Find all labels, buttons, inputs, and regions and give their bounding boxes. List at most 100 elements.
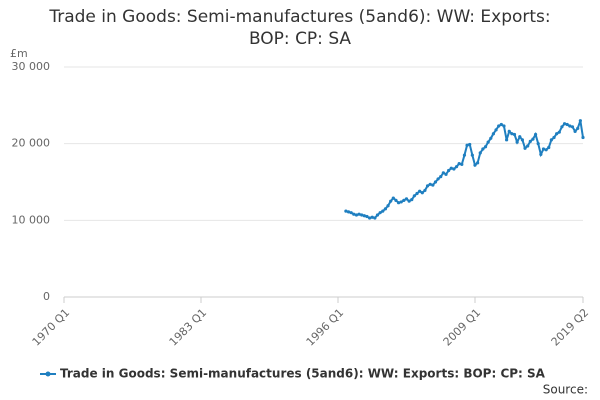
data-point xyxy=(378,211,382,215)
data-point xyxy=(478,151,482,155)
data-point xyxy=(457,162,461,166)
data-point xyxy=(483,145,488,149)
data-point xyxy=(404,197,409,201)
data-point xyxy=(399,200,403,204)
y-tick-label: 0 xyxy=(43,290,50,303)
data-point xyxy=(494,128,498,132)
data-point xyxy=(454,165,459,169)
data-point xyxy=(481,147,485,151)
data-point xyxy=(431,183,435,187)
data-point xyxy=(415,191,419,196)
data-point xyxy=(462,153,467,157)
data-point xyxy=(555,132,559,136)
data-point xyxy=(362,214,366,218)
data-point xyxy=(344,209,348,213)
data-point xyxy=(407,199,411,203)
data-point xyxy=(468,142,472,147)
data-point xyxy=(357,212,361,216)
y-axis-label: £m xyxy=(10,47,28,60)
x-tick-label: 1970 Q1 xyxy=(30,306,73,349)
data-point xyxy=(402,198,406,202)
data-point xyxy=(370,215,374,219)
data-point xyxy=(449,166,453,170)
y-tick-label: 10 000 xyxy=(12,213,51,226)
data-point xyxy=(549,138,553,142)
data-point xyxy=(410,198,414,202)
data-point xyxy=(528,139,532,143)
data-point xyxy=(489,136,493,140)
data-point xyxy=(502,124,506,128)
data-point xyxy=(552,135,556,140)
series-line xyxy=(345,120,584,220)
data-point xyxy=(360,213,364,217)
data-point xyxy=(520,138,525,142)
data-point xyxy=(373,216,377,220)
data-point xyxy=(365,214,369,219)
x-tick-label: 1996 Q1 xyxy=(304,306,347,349)
data-point xyxy=(491,132,496,136)
data-point xyxy=(386,204,390,208)
x-tick-label: 2019 Q2 xyxy=(549,306,592,349)
data-point xyxy=(425,184,430,188)
data-point xyxy=(394,198,398,202)
source: Source: xyxy=(543,383,588,397)
data-point xyxy=(346,210,351,214)
data-point xyxy=(499,122,503,127)
data-point xyxy=(512,132,517,137)
y-tick-label: 30 000 xyxy=(12,60,51,73)
data-point xyxy=(460,162,464,166)
data-point xyxy=(452,167,456,171)
legend-label: Trade in Goods: Semi-manufactures (5and6… xyxy=(60,367,546,381)
data-point xyxy=(412,194,416,198)
data-point xyxy=(391,196,395,200)
data-point xyxy=(439,175,443,179)
data-point xyxy=(352,212,356,216)
data-point xyxy=(560,125,564,129)
data-point xyxy=(565,122,569,127)
data-point xyxy=(375,213,380,217)
data-point xyxy=(381,209,385,213)
data-point xyxy=(570,125,575,129)
data-point xyxy=(433,180,438,184)
data-point xyxy=(536,142,540,146)
data-point xyxy=(557,130,561,134)
data-point xyxy=(447,168,451,173)
data-point xyxy=(515,140,519,144)
data-point xyxy=(539,152,543,156)
data-point xyxy=(423,188,427,193)
data-point xyxy=(428,182,432,186)
data-point xyxy=(562,122,567,126)
data-point xyxy=(368,216,372,220)
data-point xyxy=(578,119,582,123)
data-point xyxy=(544,148,548,152)
data-point xyxy=(354,213,359,217)
data-point xyxy=(389,199,393,203)
data-point xyxy=(465,143,469,147)
data-point xyxy=(518,135,522,139)
data-point xyxy=(504,138,509,142)
data-point xyxy=(444,172,448,176)
y-tick-label: 20 000 xyxy=(12,137,51,150)
data-point xyxy=(441,171,445,175)
data-point xyxy=(531,137,535,141)
data-point xyxy=(418,189,422,193)
data-point xyxy=(576,126,580,130)
data-point xyxy=(523,146,527,150)
legend-marker xyxy=(45,371,51,377)
data-point xyxy=(581,135,585,140)
data-point xyxy=(526,144,530,148)
x-tick-label: 2009 Q1 xyxy=(441,306,484,349)
data-point xyxy=(541,147,546,151)
data-point xyxy=(547,145,551,150)
data-point xyxy=(349,211,353,215)
data-point xyxy=(420,191,424,195)
chart-title: Trade in Goods: Semi-manufactures (5and6… xyxy=(49,7,551,49)
data-point xyxy=(473,163,477,167)
data-point xyxy=(383,207,388,211)
data-point xyxy=(486,140,490,144)
data-point xyxy=(510,132,514,136)
data-point xyxy=(533,132,538,137)
data-point xyxy=(476,161,480,165)
